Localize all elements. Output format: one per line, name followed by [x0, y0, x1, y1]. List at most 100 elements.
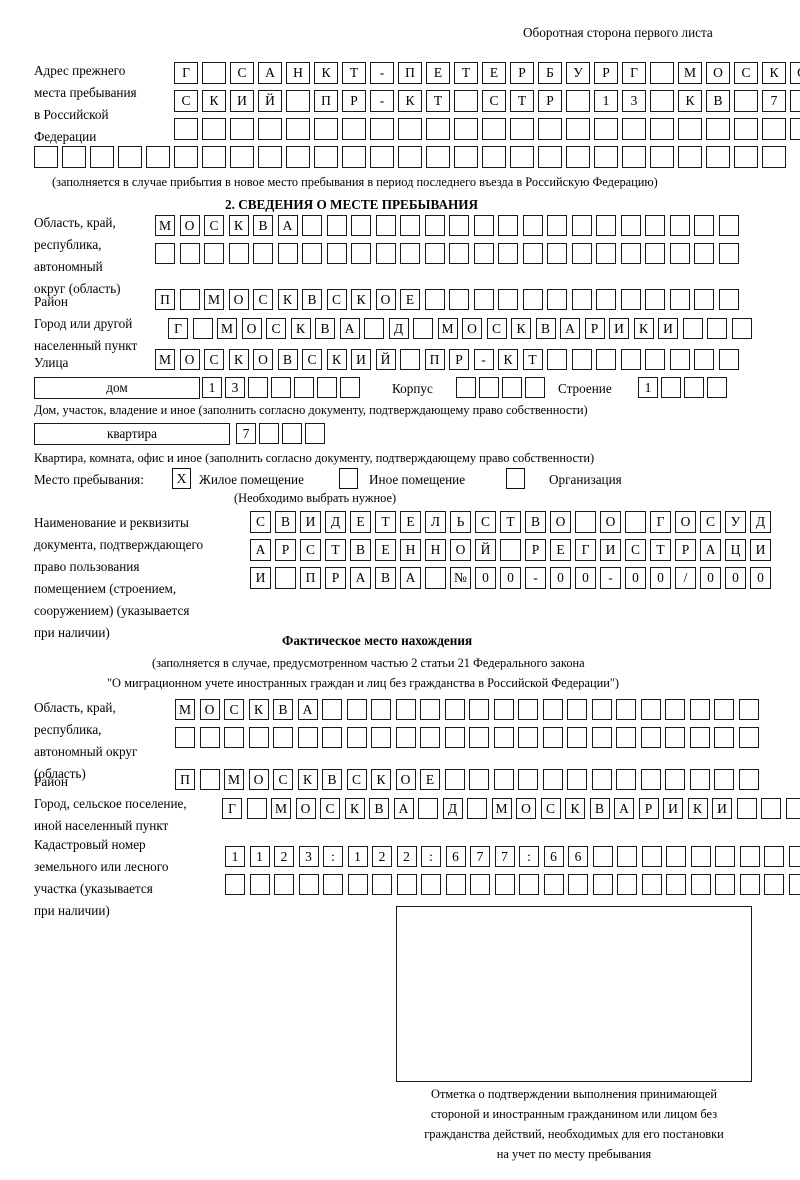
street-cell[interactable]: К — [498, 349, 518, 370]
region-cell[interactable]: О — [179, 215, 200, 236]
document-cell[interactable]: № — [450, 567, 471, 589]
previous-address-cell[interactable] — [286, 118, 310, 140]
region-cell[interactable]: К — [228, 215, 249, 236]
korpus-cells[interactable] — [456, 377, 548, 398]
document-cell[interactable]: 0 — [475, 567, 496, 589]
previous-address-cell[interactable] — [202, 62, 226, 84]
checkbox-inoe-pomeshchenie[interactable] — [339, 468, 358, 489]
document-cell[interactable]: У — [725, 511, 746, 533]
previous-address-cell[interactable] — [62, 146, 86, 168]
street-cell[interactable] — [645, 349, 665, 370]
document-cell[interactable]: 0 — [625, 567, 646, 589]
cadastral-cell[interactable] — [641, 874, 662, 895]
region-cell[interactable] — [277, 243, 298, 264]
cadastral-cell[interactable] — [543, 874, 564, 895]
cadastral-cell[interactable] — [592, 874, 613, 895]
city-cell[interactable]: В — [535, 318, 556, 339]
previous-address-cell[interactable]: В — [706, 90, 730, 112]
previous-address-row[interactable] — [174, 118, 800, 140]
document-cell[interactable]: Т — [650, 539, 671, 561]
document-cell[interactable] — [425, 567, 446, 589]
flat-cell[interactable] — [282, 423, 302, 444]
previous-address-cell[interactable]: К — [762, 62, 786, 84]
previous-address-cell[interactable] — [342, 146, 366, 168]
previous-address-cell[interactable] — [538, 118, 562, 140]
previous-address-cell[interactable]: С — [482, 90, 506, 112]
stroenie-cells[interactable]: 1 — [638, 377, 730, 398]
cadastral-cell[interactable] — [617, 846, 637, 867]
district-cell[interactable]: Е — [400, 289, 420, 310]
previous-address-cell[interactable]: Р — [342, 90, 366, 112]
previous-address-cell[interactable]: Т — [454, 62, 478, 84]
region-cell[interactable] — [326, 215, 347, 236]
document-cell[interactable]: Т — [375, 511, 396, 533]
document-cell[interactable]: 0 — [575, 567, 596, 589]
cadastral-cell[interactable]: 2 — [372, 846, 392, 867]
district-cell[interactable]: С — [326, 289, 347, 310]
stroenie-cell[interactable]: 1 — [638, 377, 658, 398]
previous-address-cell[interactable] — [146, 146, 170, 168]
street-cell[interactable] — [718, 349, 739, 370]
street-cell[interactable] — [596, 349, 616, 370]
document-cell[interactable] — [625, 511, 646, 533]
document-cell[interactable]: В — [525, 511, 546, 533]
previous-address-row[interactable] — [34, 146, 790, 168]
previous-address-cell[interactable]: А — [258, 62, 282, 84]
document-cell[interactable]: С — [625, 539, 646, 561]
actual-city-cell[interactable]: В — [589, 798, 610, 819]
document-cell[interactable]: А — [250, 539, 271, 561]
actual-region-cell[interactable] — [273, 727, 293, 748]
document-cell[interactable]: Е — [550, 539, 571, 561]
previous-address-cell[interactable] — [118, 146, 142, 168]
region-cell[interactable] — [351, 243, 371, 264]
actual-region-cell[interactable] — [420, 727, 440, 748]
cadastral-cell[interactable]: : — [519, 846, 539, 867]
street-cell[interactable]: О — [179, 349, 200, 370]
region-cell[interactable] — [424, 243, 445, 264]
actual-region-cell[interactable] — [567, 727, 587, 748]
previous-address-cell[interactable]: Е — [482, 62, 506, 84]
actual-region-cell[interactable] — [371, 699, 391, 720]
previous-address-cell[interactable]: Г — [622, 62, 646, 84]
actual-region-cell[interactable] — [469, 699, 489, 720]
cadastral-cell[interactable]: 7 — [494, 846, 515, 867]
actual-region-cell[interactable]: А — [297, 699, 318, 720]
actual-district-cell[interactable] — [518, 769, 538, 790]
previous-address-cell[interactable] — [510, 146, 534, 168]
previous-address-cell[interactable]: У — [566, 62, 590, 84]
actual-region-cell[interactable] — [444, 727, 465, 748]
previous-address-cell[interactable]: К — [678, 90, 702, 112]
document-cell[interactable]: 0 — [725, 567, 746, 589]
actual-city-cell[interactable]: М — [491, 798, 512, 819]
document-cell[interactable] — [275, 567, 296, 589]
previous-address-cell[interactable]: Р — [594, 62, 618, 84]
cadastral-cell[interactable]: 6 — [445, 846, 466, 867]
region-cell[interactable] — [228, 243, 249, 264]
actual-district-cell[interactable] — [444, 769, 465, 790]
actual-region-cell[interactable] — [346, 727, 367, 748]
cadastral-cell[interactable]: 2 — [396, 846, 417, 867]
region-cell[interactable] — [620, 243, 641, 264]
region-cell[interactable] — [596, 215, 616, 236]
document-cell[interactable]: Е — [350, 511, 371, 533]
previous-address-cell[interactable] — [678, 118, 702, 140]
district-cell[interactable] — [522, 289, 543, 310]
previous-address-cell[interactable] — [622, 146, 646, 168]
house-number-cell[interactable]: 1 — [202, 377, 222, 398]
previous-address-cell[interactable] — [706, 146, 730, 168]
actual-region-cell[interactable] — [738, 699, 759, 720]
document-cell[interactable]: И — [300, 511, 321, 533]
previous-address-cell[interactable] — [454, 90, 478, 112]
district-cell[interactable] — [645, 289, 665, 310]
cadastral-cell[interactable] — [396, 874, 417, 895]
document-cell[interactable]: О — [450, 539, 471, 561]
previous-address-cell[interactable] — [370, 118, 394, 140]
korpus-cell[interactable] — [502, 377, 522, 398]
previous-address-cell[interactable]: 1 — [594, 90, 618, 112]
actual-city-cell[interactable]: К — [565, 798, 585, 819]
cadastral-cell[interactable] — [739, 874, 760, 895]
actual-city-cell[interactable] — [246, 798, 267, 819]
cadastral-cell[interactable] — [690, 874, 711, 895]
